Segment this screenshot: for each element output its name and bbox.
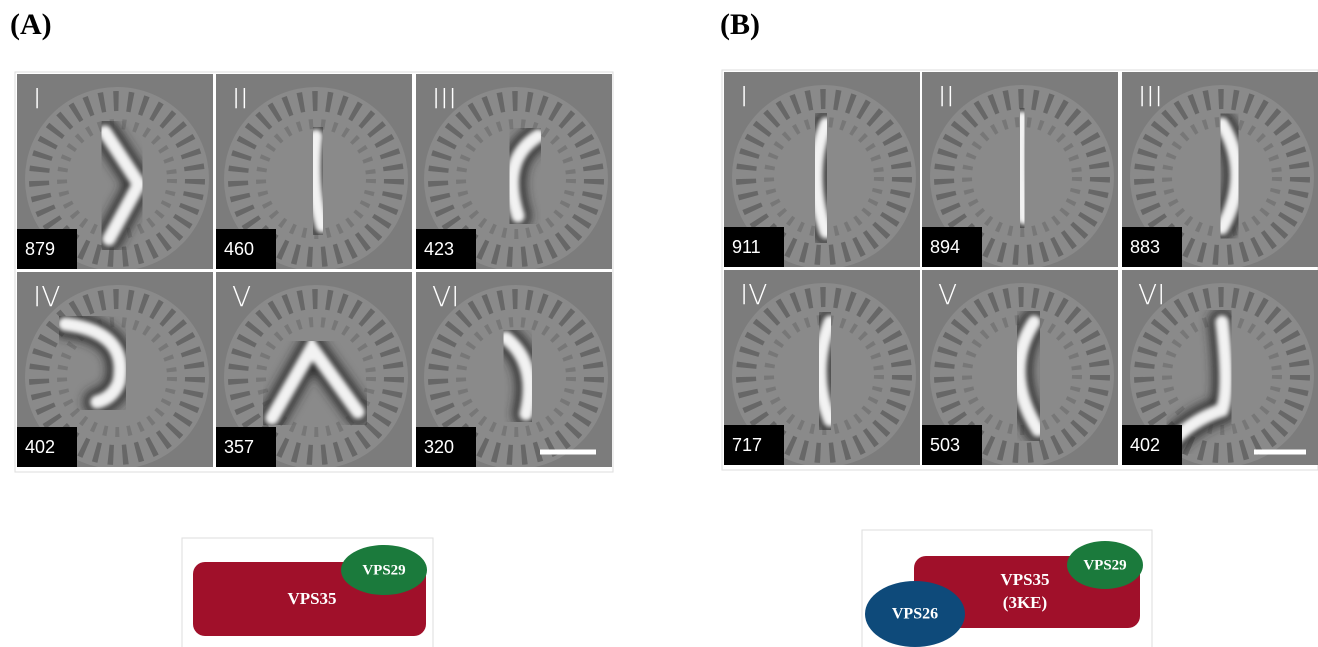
schematic: VPS35 (3KE) VPS29 VPS26: [862, 530, 1152, 647]
class-numeral: VI: [1138, 278, 1165, 311]
vps29-label: VPS29: [362, 562, 405, 578]
particle-count: 911: [732, 237, 761, 257]
class-numeral: II: [232, 82, 249, 115]
particle-count: 503: [930, 435, 960, 455]
class-numeral: V: [232, 280, 251, 313]
vps26-label: VPS26: [892, 606, 938, 623]
class-numeral: IV: [740, 278, 767, 311]
class-tile: III 423: [416, 74, 612, 271]
class-numeral: VI: [432, 280, 459, 313]
particle-count: 357: [224, 437, 254, 457]
vps35-label: VPS35: [1000, 570, 1049, 589]
class-numeral: II: [938, 80, 955, 113]
page: (A) (B) I 879 II 460 III 423 IV 402 V 357 VI 320 I 91…: [0, 0, 1318, 647]
particle-count: 423: [424, 239, 454, 259]
density: [1020, 118, 1024, 218]
class-tile: III 883: [1122, 72, 1318, 269]
class-tile: V 357: [216, 272, 412, 469]
schematic: VPS35 VPS29: [182, 538, 433, 647]
class-tile: II 894: [922, 72, 1118, 269]
class-tile: II 460: [216, 74, 412, 271]
class-tile: I 911: [724, 72, 920, 269]
class-numeral: III: [1138, 80, 1163, 113]
class-tile: VI 402: [1122, 270, 1318, 467]
vps35-label: VPS35: [287, 589, 336, 608]
class-tile: IV 717: [724, 270, 920, 467]
class-numeral: I: [33, 82, 41, 115]
class-numeral: V: [938, 278, 957, 311]
vps29-label: VPS29: [1083, 557, 1126, 573]
panel-label: (A): [10, 8, 52, 41]
mutation-label: (3KE): [1003, 593, 1047, 612]
particle-count: 320: [424, 437, 454, 457]
particle-count: 717: [732, 435, 762, 455]
particle-count: 460: [224, 239, 254, 259]
particle-count: 894: [930, 237, 960, 257]
class-tile: VI 320: [416, 272, 612, 469]
particle-count: 402: [25, 437, 55, 457]
class-tile: IV 402: [17, 272, 213, 469]
density: [314, 136, 322, 226]
particle-count: 879: [25, 239, 55, 259]
class-numeral: III: [432, 82, 457, 115]
particle-count: 402: [1130, 435, 1160, 455]
class-numeral: I: [740, 80, 748, 113]
panel-label: (B): [720, 8, 760, 41]
class-tile: I 879: [17, 74, 213, 271]
figure: (A) (B) I 879 II 460 III 423 IV 402 V 357 VI 320 I 91…: [0, 0, 1318, 647]
class-tile: V 503: [922, 270, 1118, 467]
particle-count: 883: [1130, 237, 1160, 257]
class-numeral: IV: [33, 280, 60, 313]
